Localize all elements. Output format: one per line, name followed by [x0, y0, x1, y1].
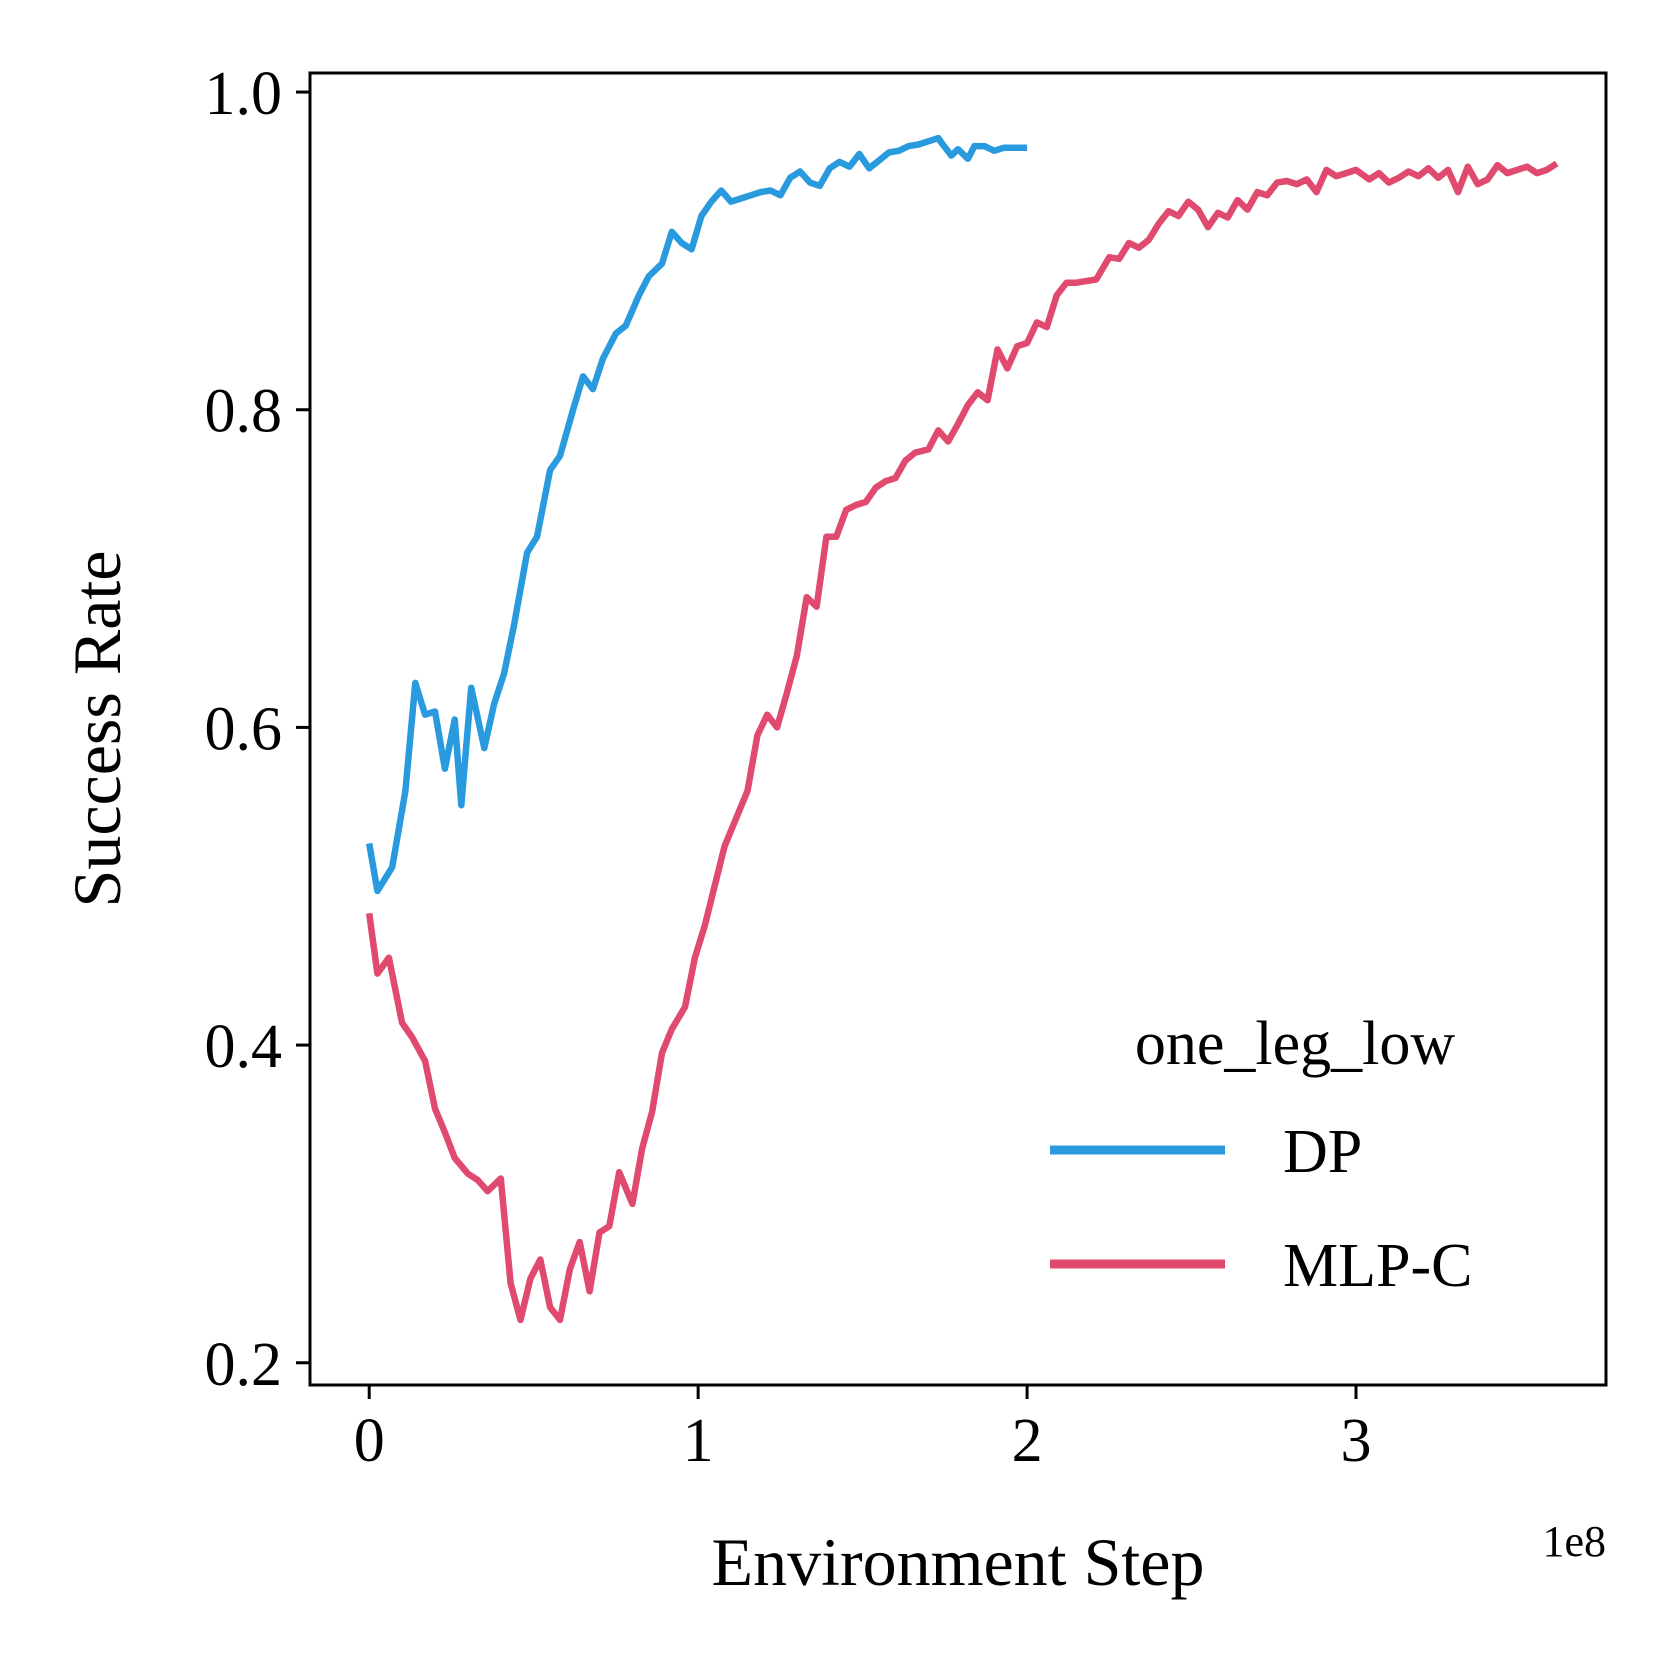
x-axis-offset-label: 1e8 — [1542, 1517, 1606, 1566]
y-axis-title: Success Rate — [59, 551, 135, 908]
series-lines — [365, 134, 1559, 1324]
y-tick-label: 0.6 — [205, 695, 283, 763]
y-tick-label: 0.8 — [205, 378, 283, 446]
x-axis-ticks: 0 1 2 3 — [354, 1385, 1372, 1475]
x-tick-label: 0 — [354, 1407, 385, 1475]
series-line-dp — [365, 134, 1028, 895]
legend-title: one_leg_low — [1135, 1010, 1455, 1078]
y-tick-label: 0.2 — [205, 1331, 283, 1399]
x-tick-label: 3 — [1341, 1407, 1372, 1475]
y-axis-ticks: 0.2 0.4 0.6 0.8 1.0 — [205, 60, 310, 1399]
y-tick-label: 0.4 — [205, 1013, 283, 1081]
x-tick-label: 2 — [1012, 1407, 1043, 1475]
y-tick-label: 1.0 — [205, 60, 283, 128]
x-axis-title: Environment Step — [712, 1524, 1205, 1600]
legend-label-mlp-c: MLP-C — [1283, 1232, 1472, 1300]
legend: one_leg_low DP MLP-C — [1050, 1010, 1472, 1300]
x-tick-label: 1 — [683, 1407, 714, 1475]
legend-label-dp: DP — [1283, 1118, 1362, 1186]
plot-frame — [308, 71, 1608, 1387]
series-line-mlp-c — [365, 160, 1559, 1324]
